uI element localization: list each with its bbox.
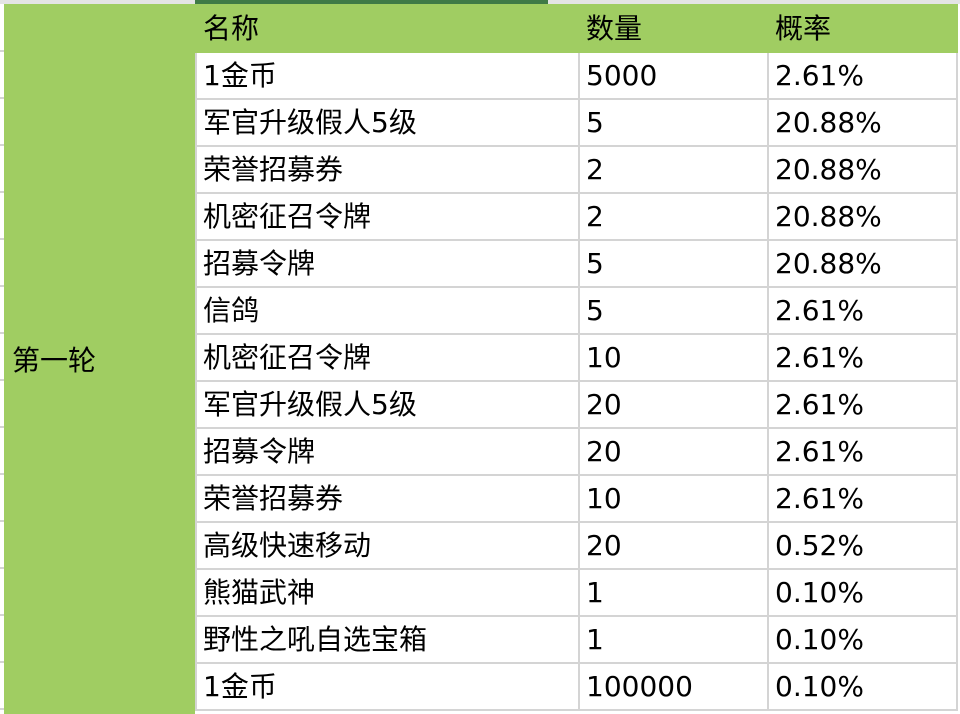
- header-name[interactable]: 名称: [195, 4, 580, 53]
- header-row: 名称 数量 概率: [195, 4, 958, 53]
- cell-quantity[interactable]: 5: [578, 286, 769, 335]
- cell-probability[interactable]: 0.52%: [767, 521, 958, 570]
- cell-quantity[interactable]: 10: [578, 474, 769, 523]
- table-row: 高级快速移动 20 0.52%: [195, 521, 958, 570]
- row-gridline: [0, 97, 4, 99]
- cell-quantity[interactable]: 1: [578, 615, 769, 664]
- row-gridline: [0, 567, 4, 569]
- table-row: 机密征召令牌 10 2.61%: [195, 333, 958, 382]
- cell-name[interactable]: 荣誉招募券: [195, 474, 580, 523]
- cell-probability[interactable]: 2.61%: [767, 333, 958, 382]
- cell-quantity[interactable]: 100000: [578, 662, 769, 711]
- table-row: 军官升级假人5级 20 2.61%: [195, 380, 958, 429]
- row-gridline: [0, 614, 4, 616]
- cell-quantity[interactable]: 2: [578, 145, 769, 194]
- table-row: 信鸽 5 2.61%: [195, 286, 958, 335]
- cell-probability[interactable]: 0.10%: [767, 662, 958, 711]
- header-probability[interactable]: 概率: [767, 4, 958, 53]
- cell-quantity[interactable]: 5: [578, 239, 769, 288]
- cell-name[interactable]: 1金币: [195, 662, 580, 711]
- cell-name[interactable]: 野性之吼自选宝箱: [195, 615, 580, 664]
- row-gridline: [0, 473, 4, 475]
- cell-quantity[interactable]: 20: [578, 427, 769, 476]
- row-gridline: [0, 144, 4, 146]
- row-gridline: [0, 708, 4, 710]
- cell-probability[interactable]: 2.61%: [767, 51, 958, 100]
- cell-name[interactable]: 1金币: [195, 51, 580, 100]
- cell-probability[interactable]: 20.88%: [767, 239, 958, 288]
- table-row: 熊猫武神 1 0.10%: [195, 568, 958, 617]
- cell-probability[interactable]: 2.61%: [767, 474, 958, 523]
- cell-probability[interactable]: 20.88%: [767, 145, 958, 194]
- table-row: 1金币 100000 0.10%: [195, 662, 958, 711]
- cell-probability[interactable]: 2.61%: [767, 380, 958, 429]
- row-gridline: [0, 332, 4, 334]
- cell-name[interactable]: 高级快速移动: [195, 521, 580, 570]
- header-quantity[interactable]: 数量: [578, 4, 769, 53]
- cell-probability[interactable]: 2.61%: [767, 286, 958, 335]
- cell-quantity[interactable]: 2: [578, 192, 769, 241]
- table-row: 野性之吼自选宝箱 1 0.10%: [195, 615, 958, 664]
- cell-quantity[interactable]: 5000: [578, 51, 769, 100]
- row-gridline: [0, 379, 4, 381]
- row-gridline: [0, 520, 4, 522]
- row-gridline: [0, 661, 4, 663]
- cell-name[interactable]: 招募令牌: [195, 239, 580, 288]
- row-gridline: [0, 426, 4, 428]
- table-row: 机密征召令牌 2 20.88%: [195, 192, 958, 241]
- row-gridline: [0, 285, 4, 287]
- row-gridline: [0, 191, 4, 193]
- cell-quantity[interactable]: 1: [578, 568, 769, 617]
- row-gridline: [0, 238, 4, 240]
- table-row: 招募令牌 5 20.88%: [195, 239, 958, 288]
- cell-name[interactable]: 熊猫武神: [195, 568, 580, 617]
- cell-name[interactable]: 机密征召令牌: [195, 192, 580, 241]
- cell-name[interactable]: 信鸽: [195, 286, 580, 335]
- cell-quantity[interactable]: 5: [578, 98, 769, 147]
- cell-probability[interactable]: 0.10%: [767, 615, 958, 664]
- cell-probability[interactable]: 0.10%: [767, 568, 958, 617]
- table-row: 荣誉招募券 10 2.61%: [195, 474, 958, 523]
- reward-table: 名称 数量 概率 1金币 5000 2.61% 军官升级假人5级 5 20.88% 荣誉招募…: [195, 4, 958, 711]
- table-row: 1金币 5000 2.61%: [195, 51, 958, 100]
- cell-name[interactable]: 军官升级假人5级: [195, 98, 580, 147]
- cell-probability[interactable]: 20.88%: [767, 98, 958, 147]
- table-row: 招募令牌 20 2.61%: [195, 427, 958, 476]
- cell-name[interactable]: 军官升级假人5级: [195, 380, 580, 429]
- cell-quantity[interactable]: 20: [578, 380, 769, 429]
- cell-name[interactable]: 招募令牌: [195, 427, 580, 476]
- cell-probability[interactable]: 20.88%: [767, 192, 958, 241]
- table-row: 荣誉招募券 2 20.88%: [195, 145, 958, 194]
- cell-quantity[interactable]: 10: [578, 333, 769, 382]
- cell-name[interactable]: 荣誉招募券: [195, 145, 580, 194]
- selection-indicator: [195, 0, 548, 4]
- cell-quantity[interactable]: 20: [578, 521, 769, 570]
- group-label: 第一轮: [12, 344, 97, 377]
- row-gridline: [0, 50, 4, 52]
- cell-probability[interactable]: 2.61%: [767, 427, 958, 476]
- group-cell[interactable]: 第一轮: [4, 4, 195, 714]
- table-row: 军官升级假人5级 5 20.88%: [195, 98, 958, 147]
- cell-name[interactable]: 机密征召令牌: [195, 333, 580, 382]
